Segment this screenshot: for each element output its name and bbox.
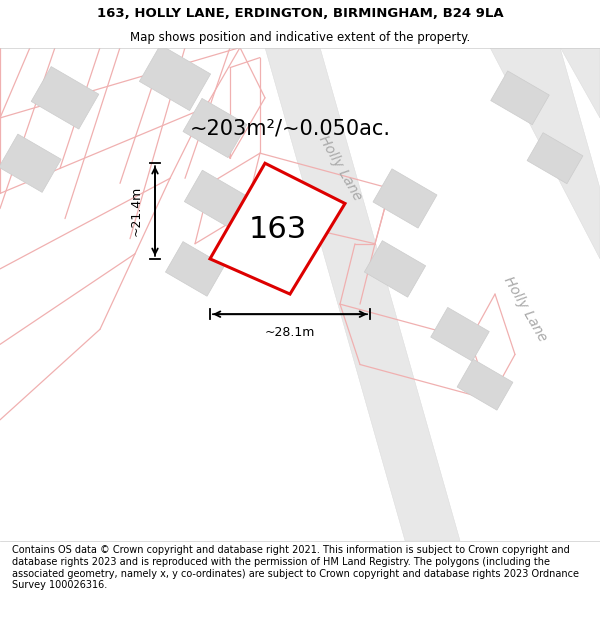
Text: Holly Lane: Holly Lane	[316, 133, 364, 203]
Polygon shape	[490, 48, 600, 259]
Text: Contains OS data © Crown copyright and database right 2021. This information is : Contains OS data © Crown copyright and d…	[12, 545, 579, 590]
Polygon shape	[183, 98, 247, 158]
Text: ~21.4m: ~21.4m	[130, 186, 143, 236]
Polygon shape	[364, 241, 425, 297]
Text: 163: 163	[248, 216, 307, 244]
Polygon shape	[265, 48, 460, 541]
Polygon shape	[210, 163, 345, 294]
Polygon shape	[491, 71, 549, 125]
Polygon shape	[139, 45, 211, 111]
Text: ~28.1m: ~28.1m	[265, 326, 315, 339]
Polygon shape	[560, 48, 600, 118]
Text: 163, HOLLY LANE, ERDINGTON, BIRMINGHAM, B24 9LA: 163, HOLLY LANE, ERDINGTON, BIRMINGHAM, …	[97, 7, 503, 20]
Polygon shape	[373, 169, 437, 228]
Text: ~203m²/~0.050ac.: ~203m²/~0.050ac.	[190, 118, 391, 138]
Polygon shape	[527, 132, 583, 184]
Polygon shape	[457, 359, 513, 410]
Polygon shape	[166, 242, 224, 296]
Polygon shape	[431, 308, 489, 361]
Polygon shape	[31, 66, 99, 129]
Polygon shape	[184, 170, 245, 227]
Text: Map shows position and indicative extent of the property.: Map shows position and indicative extent…	[130, 31, 470, 44]
Text: Holly Lane: Holly Lane	[501, 274, 549, 344]
Polygon shape	[0, 134, 61, 192]
